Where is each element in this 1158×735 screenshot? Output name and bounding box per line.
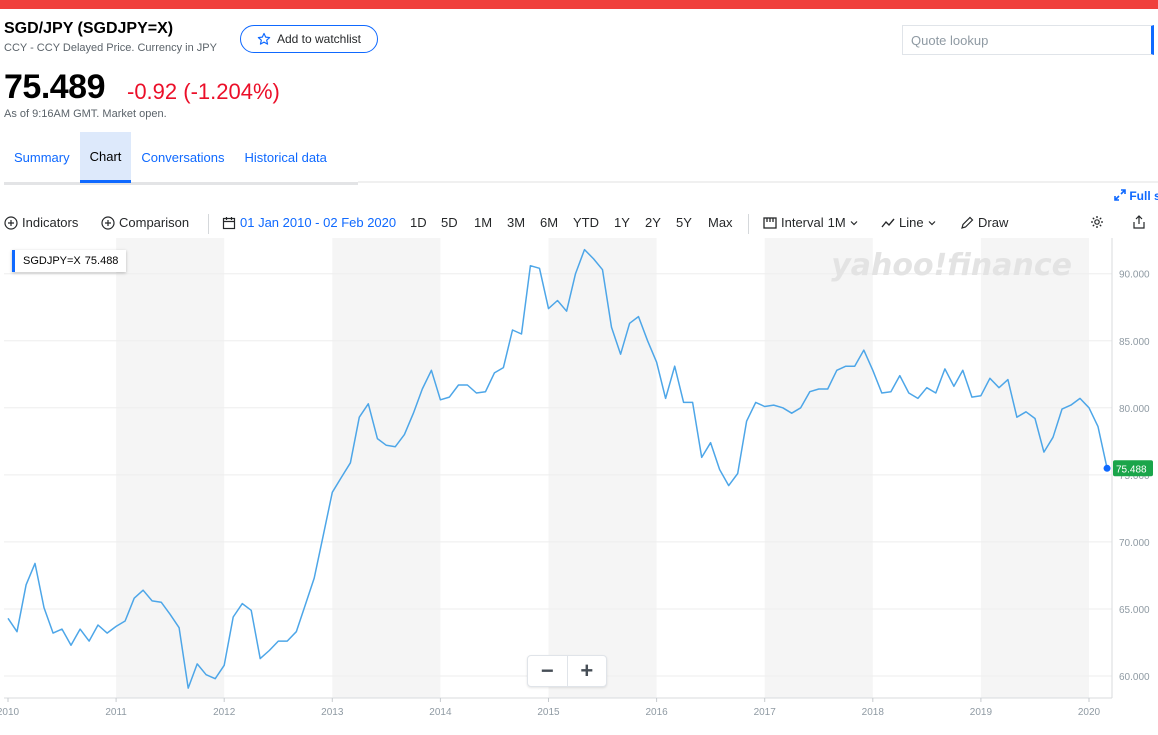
- yahoo-finance-watermark: yahoo!finance: [831, 248, 1072, 283]
- year-band: [980, 238, 1089, 698]
- chart-area[interactable]: 60.000 65.000 70.000 75.000 80.000 85.000 90.0…: [0, 238, 1158, 730]
- zoom-controls: − +: [527, 655, 607, 687]
- x-tick-label: 2018: [862, 707, 885, 718]
- range-1y[interactable]: 1Y: [614, 215, 630, 230]
- range-5y[interactable]: 5Y: [676, 215, 692, 230]
- x-tick-label: 2013: [321, 707, 344, 718]
- x-tick-label: 2016: [645, 707, 668, 718]
- x-tick-label: 2020: [1078, 707, 1101, 718]
- y-tick-label: 70.000: [1119, 538, 1150, 549]
- x-tick-label: 2014: [429, 707, 452, 718]
- candle-interval-icon: [763, 216, 777, 229]
- series-legend-tag: SGDJPY=X 75.488: [12, 250, 127, 272]
- x-tick-label: 2017: [754, 707, 777, 718]
- year-band: [332, 238, 441, 698]
- share-icon: [1133, 215, 1145, 229]
- last-price-tag-label: 75.488: [1116, 464, 1147, 475]
- series-line: [7, 248, 1108, 689]
- gear-icon: [1091, 216, 1103, 228]
- chart-type-dropdown[interactable]: Line: [881, 215, 936, 230]
- range-1m[interactable]: 1M: [474, 215, 493, 230]
- toolbar-divider: [748, 214, 749, 234]
- legend-value: 75.488: [84, 255, 119, 267]
- plus-circle-icon: [4, 215, 18, 230]
- top-accent-bar: [0, 0, 1158, 9]
- line-chart-icon: [881, 218, 895, 227]
- tab-conversations[interactable]: Conversations: [141, 149, 225, 165]
- settings-button[interactable]: [1090, 215, 1104, 229]
- full-screen-label: Full s: [1129, 189, 1158, 203]
- pencil-icon: [961, 216, 974, 229]
- indicators-label: Indicators: [22, 215, 79, 230]
- share-button[interactable]: [1132, 215, 1146, 229]
- interval-label: Interval: [781, 215, 824, 230]
- tab-divider: [358, 181, 1158, 183]
- chart-type-label: Line: [899, 215, 924, 230]
- interval-dropdown[interactable]: Interval 1M: [763, 215, 858, 230]
- comparison-button[interactable]: Comparison: [101, 215, 189, 230]
- range-2y[interactable]: 2Y: [645, 215, 661, 230]
- draw-button[interactable]: Draw: [960, 215, 1008, 230]
- y-tick-label: 60.000: [1119, 672, 1150, 683]
- y-tick-label: 90.000: [1119, 270, 1150, 281]
- add-to-watchlist-label: Add to watchlist: [276, 32, 362, 46]
- range-1d[interactable]: 1D: [410, 215, 427, 230]
- last-price-tag: [1113, 460, 1153, 477]
- interval-value: 1M: [827, 215, 846, 230]
- quote-lookup-placeholder: Quote lookup: [911, 33, 989, 48]
- x-tick-label: 2015: [537, 707, 560, 718]
- range-5d[interactable]: 5D: [441, 215, 458, 230]
- year-band: [116, 238, 225, 698]
- as-of-timestamp: As of 9:16AM GMT. Market open.: [4, 108, 167, 120]
- current-price: 75.489: [4, 68, 106, 106]
- price-chart[interactable]: 60.000 65.000 70.000 75.000 80.000 85.000 90.0…: [0, 238, 1158, 730]
- zoom-in-button[interactable]: +: [580, 658, 594, 683]
- quote-tabs: Summary Chart Conversations Historical d…: [4, 132, 358, 185]
- y-tick-label: 85.000: [1119, 337, 1150, 348]
- quote-lookup-input[interactable]: Quote lookup: [902, 25, 1154, 55]
- tab-summary[interactable]: Summary: [14, 149, 70, 165]
- star-icon: [257, 32, 271, 45]
- calendar-icon: [222, 216, 236, 229]
- date-range-button[interactable]: 01 Jan 2010 - 02 Feb 2020: [222, 215, 396, 230]
- full-screen-button[interactable]: Full s: [1114, 189, 1158, 203]
- symbol-subtitle: CCY - CCY Delayed Price. Currency in JPY: [4, 42, 217, 54]
- range-6m[interactable]: 6M: [540, 215, 559, 230]
- range-max[interactable]: Max: [708, 215, 733, 230]
- x-tick-label: 2012: [213, 707, 236, 718]
- price-change: -0.92 (-1.204%): [127, 79, 280, 104]
- chart-toolbar: Indicators Comparison 01 Jan 2010 - 02 F…: [0, 210, 1158, 238]
- y-tick-label: 80.000: [1119, 404, 1150, 415]
- comparison-label: Comparison: [119, 215, 190, 230]
- draw-label: Draw: [978, 215, 1009, 230]
- chevron-down-icon: [928, 220, 936, 225]
- indicators-button[interactable]: Indicators: [4, 215, 78, 230]
- y-tick-label: 75.000: [1119, 471, 1150, 482]
- x-tick-label: 2019: [970, 707, 993, 718]
- chevron-down-icon: [850, 220, 858, 225]
- last-price-dot: [1103, 464, 1111, 472]
- zoom-out-button[interactable]: −: [528, 656, 568, 686]
- x-tick-label: 2011: [105, 707, 127, 718]
- plus-circle-icon: [101, 215, 115, 230]
- range-3m[interactable]: 3M: [507, 215, 526, 230]
- year-band: [764, 238, 873, 698]
- symbol-title: SGD/JPY (SGDJPY=X): [4, 20, 174, 37]
- tab-historical-data[interactable]: Historical data: [244, 149, 327, 165]
- expand-icon: [1114, 189, 1126, 201]
- toolbar-divider: [208, 214, 209, 234]
- x-tick-label: 2010: [0, 707, 20, 718]
- y-tick-label: 65.000: [1119, 605, 1150, 616]
- legend-symbol: SGDJPY=X: [23, 255, 81, 267]
- add-to-watchlist-button[interactable]: Add to watchlist: [240, 25, 378, 53]
- tab-chart[interactable]: Chart: [79, 132, 132, 183]
- range-ytd[interactable]: YTD: [573, 215, 599, 230]
- date-range-label: 01 Jan 2010 - 02 Feb 2020: [240, 215, 397, 230]
- year-band: [548, 238, 657, 698]
